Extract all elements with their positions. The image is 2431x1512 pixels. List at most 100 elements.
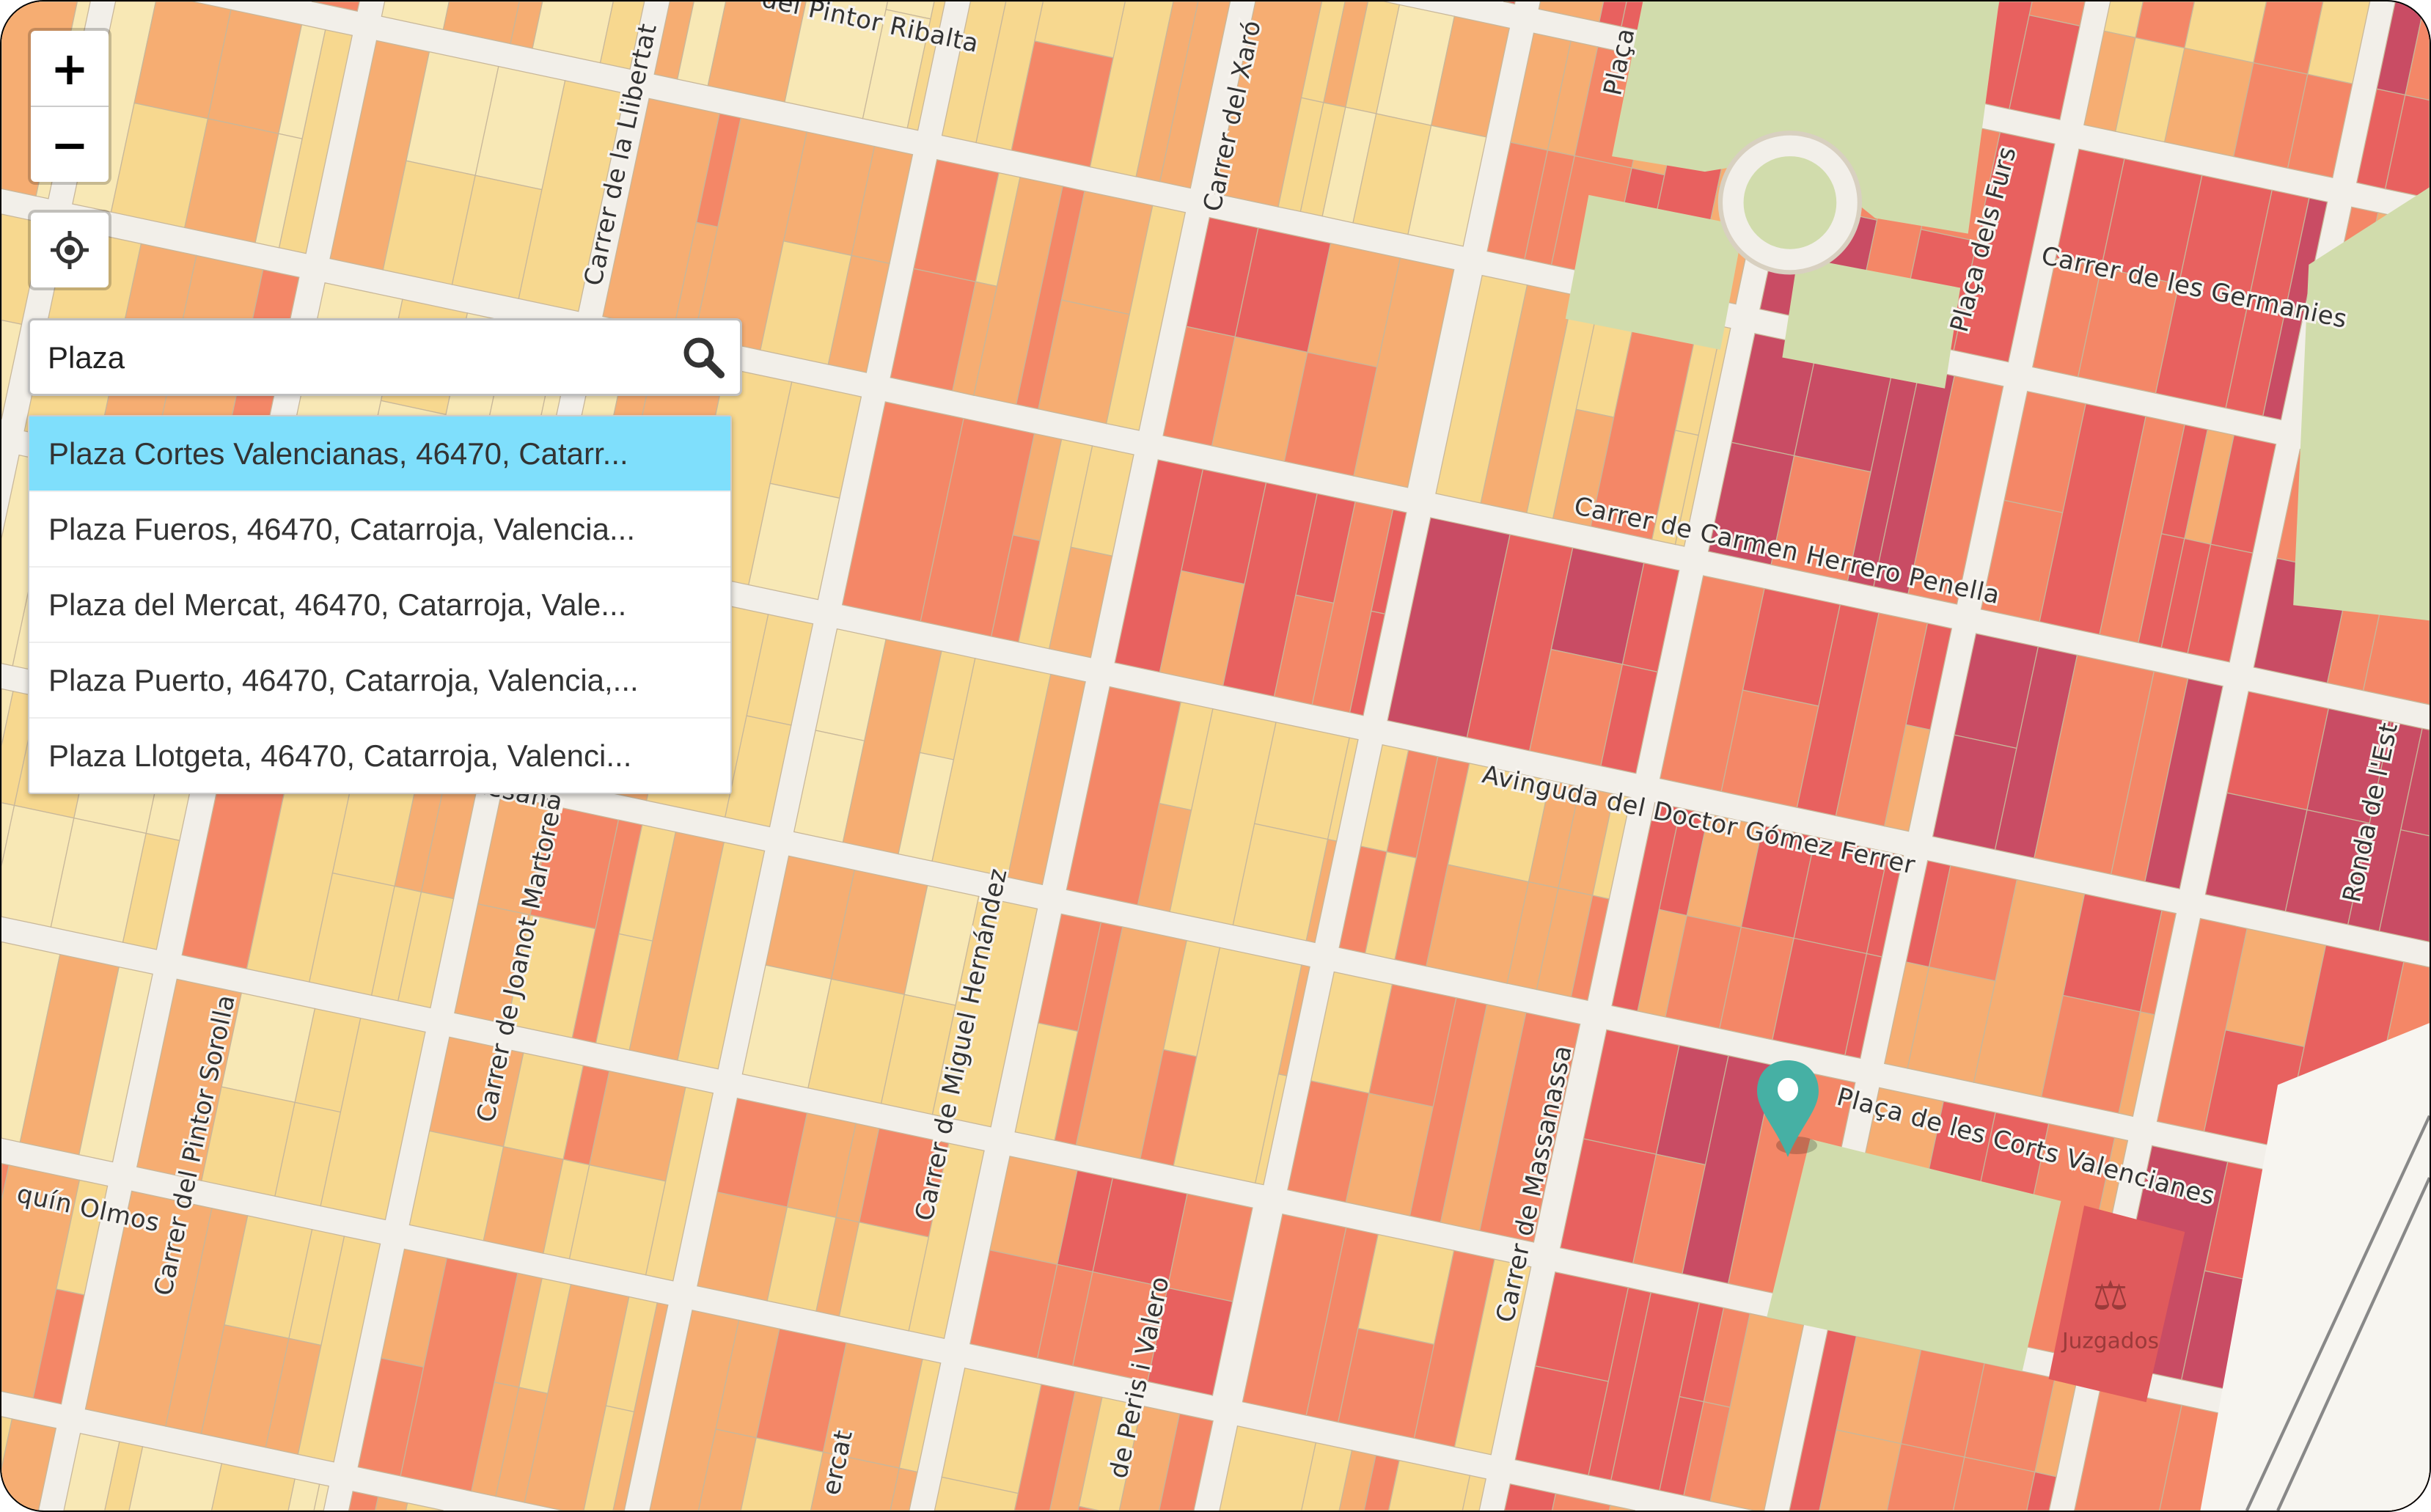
building — [278, 29, 353, 254]
building — [1349, 610, 1386, 716]
search-bar — [28, 318, 742, 396]
building — [748, 482, 840, 601]
search-results-list: Plaza Cortes Valencianas, 46470, Catarr.… — [28, 415, 732, 794]
building — [524, 1283, 630, 1511]
building — [1674, 326, 1731, 547]
building — [2405, 1, 2430, 101]
building — [1353, 257, 1455, 488]
building — [2026, 1471, 2057, 1511]
building — [297, 1236, 381, 1463]
zoom-out-button[interactable]: − — [31, 106, 109, 182]
building — [1844, 953, 1882, 1059]
building — [1883, 724, 1931, 832]
building — [1007, 673, 1086, 886]
building — [1305, 838, 1338, 944]
building — [1551, 1493, 1611, 1511]
search-input[interactable] — [46, 320, 650, 395]
building — [2187, 543, 2254, 663]
park — [1565, 194, 1744, 350]
building — [348, 1491, 379, 1511]
building — [311, 1, 360, 12]
building — [1453, 1258, 1532, 1456]
building — [1159, 1, 1231, 189]
building — [677, 841, 766, 1070]
building — [1478, 1012, 1581, 1243]
building — [532, 1, 614, 64]
building — [210, 1463, 296, 1511]
building — [725, 715, 792, 828]
search-result-item[interactable]: Plaza Fueros, 46470, Catarroja, Valencia… — [29, 491, 730, 566]
search-result-item[interactable]: Plaza Llotgeta, 46470, Catarroja, Valenc… — [29, 717, 730, 793]
park — [2293, 187, 2430, 621]
building — [1255, 1074, 1288, 1186]
building — [2384, 94, 2430, 199]
map-pin-icon[interactable] — [1753, 1057, 1823, 1160]
search-result-item[interactable]: Plaza del Mercat, 46470, Catarroja, Vale… — [29, 566, 730, 642]
building — [320, 1017, 426, 1221]
building — [612, 1302, 669, 1511]
railway — [2276, 1177, 2430, 1511]
building — [908, 1142, 985, 1340]
building — [1570, 895, 1610, 1002]
building — [1907, 375, 2004, 605]
building — [2118, 1011, 2155, 1118]
building — [375, 1496, 408, 1511]
building — [890, 1467, 918, 1511]
building — [1048, 546, 1113, 658]
building — [1953, 131, 2056, 363]
railway — [2245, 1115, 2430, 1511]
building — [1147, 1287, 1233, 1396]
search-icon[interactable] — [680, 334, 727, 381]
building — [128, 1446, 223, 1511]
poi-juzgados: ⚖ Juzgados — [2061, 1272, 2159, 1354]
scales-icon: ⚖ — [2092, 1272, 2128, 1319]
building — [931, 895, 1038, 1128]
locate-button[interactable] — [28, 210, 111, 290]
crosshair-icon — [51, 231, 89, 269]
building — [2009, 14, 2080, 121]
plaza-park — [1767, 1139, 2061, 1372]
building — [2378, 829, 2430, 943]
park — [1612, 1, 1999, 234]
railway-strip — [2200, 1023, 2430, 1511]
park-layer — [1565, 1, 2430, 1511]
building — [1077, 1505, 1099, 1511]
building — [442, 1, 520, 45]
building — [518, 80, 626, 312]
roundabout-island — [1743, 156, 1837, 249]
building — [1462, 1475, 1486, 1511]
building — [405, 1502, 444, 1511]
building — [2399, 727, 2430, 837]
zoom-control: + − — [28, 28, 111, 185]
poi-label: Juzgados — [2061, 1328, 2159, 1353]
building — [2144, 678, 2223, 889]
zoom-in-button[interactable]: + — [51, 41, 89, 95]
building — [32, 1288, 85, 1405]
building — [645, 1086, 714, 1282]
building — [1078, 1396, 1143, 1511]
building — [1105, 205, 1187, 431]
building — [1538, 1, 1605, 23]
building — [827, 254, 890, 373]
building — [2287, 73, 2353, 178]
building — [1387, 1459, 1471, 1511]
building — [122, 832, 180, 950]
building — [1158, 1413, 1214, 1511]
building — [1, 1418, 57, 1511]
building — [1503, 1, 1516, 5]
building — [313, 1483, 329, 1511]
building — [1, 319, 23, 419]
building — [599, 1, 645, 70]
building — [1407, 125, 1487, 247]
building — [381, 1, 450, 30]
building — [1600, 664, 1658, 774]
search-result-item[interactable]: Plaza Cortes Valencianas, 46470, Catarr.… — [29, 416, 730, 491]
building — [397, 891, 455, 1009]
building — [2048, 1205, 2185, 1403]
building — [2262, 306, 2305, 421]
building — [1503, 1483, 1557, 1511]
building — [1608, 1505, 1635, 1511]
search-result-item[interactable]: Plaza Puerto, 46470, Catarroja, Valencia… — [29, 642, 730, 717]
park — [1782, 257, 1961, 389]
